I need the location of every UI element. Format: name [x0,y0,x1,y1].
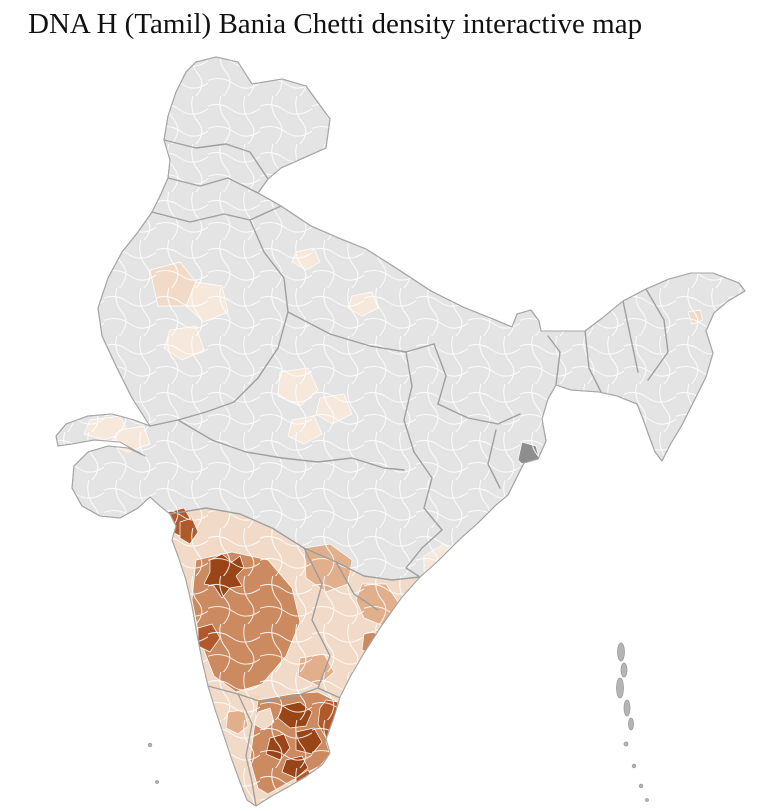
andaman-nicobar-islands[interactable] [616,642,649,802]
state-borders [149,139,669,806]
district-borders-texture [56,57,745,806]
lakshadweep-islands[interactable] [147,742,159,784]
india-outline [55,56,746,807]
page-title: DNA H (Tamil) Bania Chetti density inter… [28,8,643,40]
